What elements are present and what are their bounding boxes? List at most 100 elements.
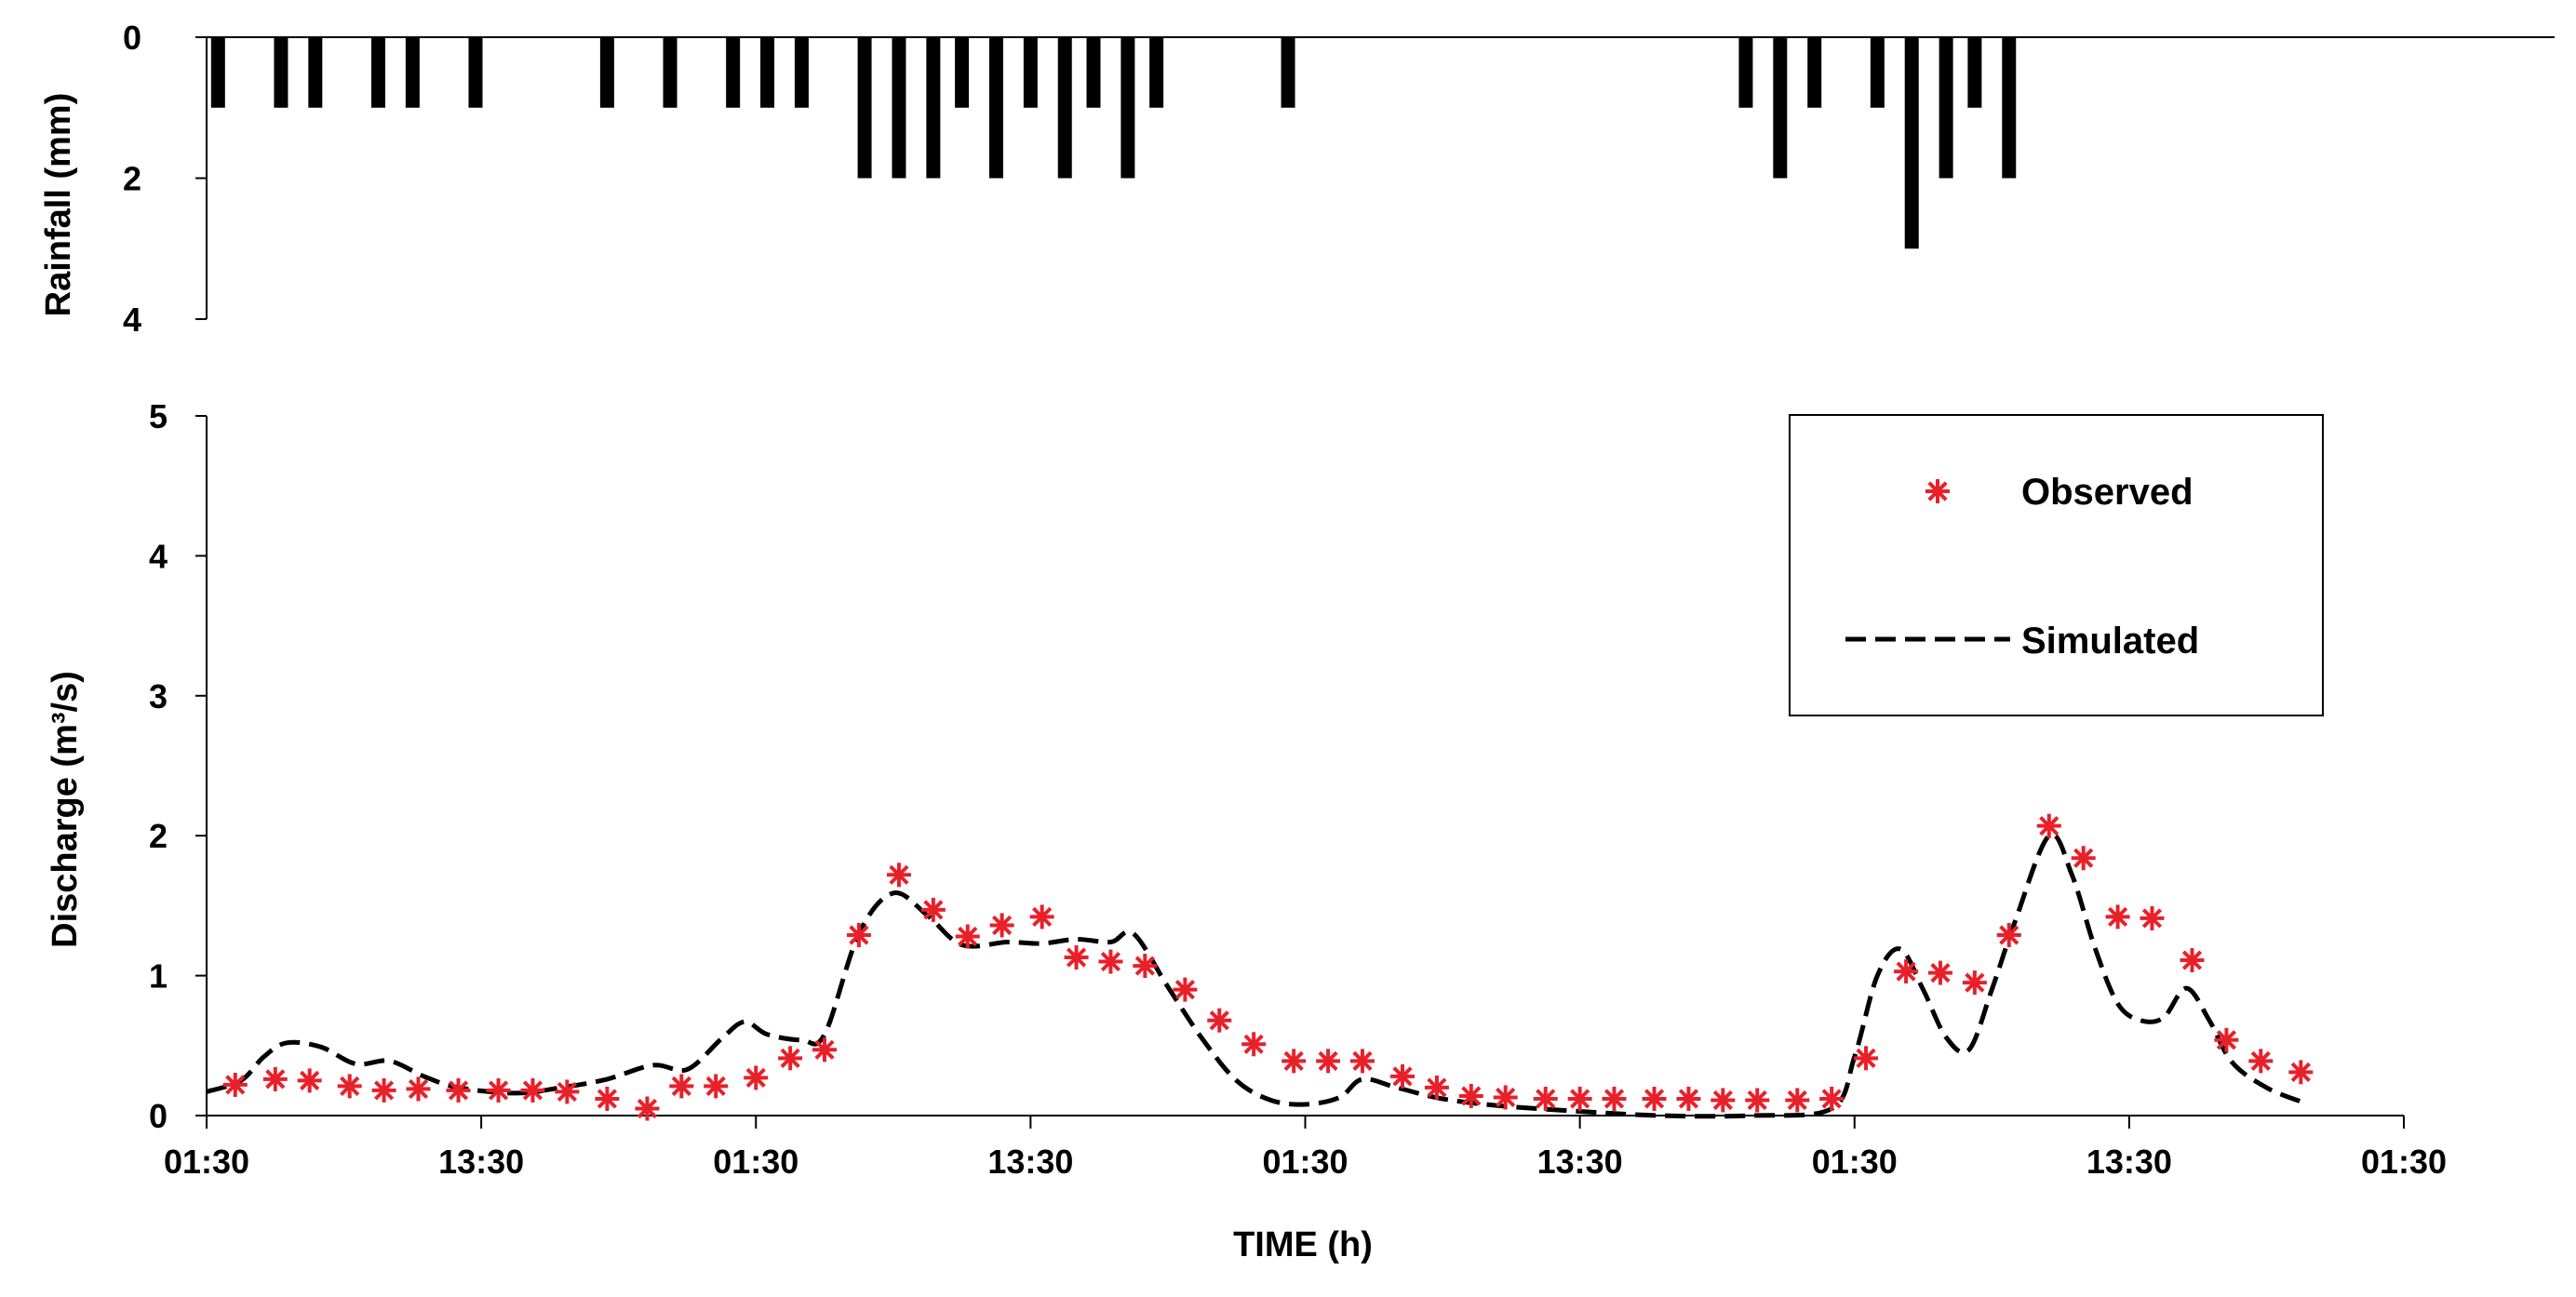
legend-box [1789,414,2324,716]
rainfall-bar [1738,37,1753,108]
observed-point [406,1076,431,1102]
x-tick-label: 13:30 [1537,1143,1623,1181]
x-tick-label: 13:30 [2086,1143,2172,1181]
observed-point [337,1074,362,1099]
observed-point [1207,1008,1232,1033]
x-tick-label: 01:30 [2361,1143,2447,1181]
rainfall-bar [988,37,1003,179]
observed-point [2288,1060,2314,1085]
observed-point [886,862,911,888]
rainfall-bar [1086,37,1101,108]
observed-point [2214,1027,2239,1052]
discharge-ytick-label: 3 [149,677,168,715]
rainfall-bar [663,37,678,108]
observed-point [1424,1075,1449,1100]
rainfall-bar [370,37,385,108]
rainfall-bar [1120,37,1135,179]
observed-point [1745,1088,1770,1113]
observed-point [2105,904,2130,929]
rainfall-bar [1870,37,1885,108]
rainfall-bar [1807,37,1822,108]
observed-point [222,1072,248,1097]
observed-point [1785,1088,1810,1113]
rainfall-bar [1773,37,1788,179]
observed-point [1642,1086,1667,1111]
rainfall-ytick-label: 4 [123,301,141,339]
observed-point [704,1074,729,1099]
observed-point [1533,1086,1558,1111]
rainfall-panel: 0 2 4 [123,19,2555,339]
discharge-ytick-label: 0 [149,1097,168,1135]
rainfall-bar [857,37,872,179]
rainfall-bar [2002,37,2017,179]
observed-point [778,1046,803,1071]
observed-point [669,1074,694,1099]
observed-point [2248,1049,2274,1074]
rainfall-bar [274,37,288,108]
observed-point [1894,959,1919,984]
observed-point [1711,1088,1736,1113]
observed-point [1390,1063,1415,1089]
legend-observed-label: Observed [2021,472,2194,513]
observed-point [486,1077,511,1103]
observed-point [635,1096,660,1121]
legend-observed-marker [1925,479,1950,503]
rainfall-bar [1281,37,1295,108]
observed-point [1962,970,1987,996]
observed-point [2180,948,2205,973]
x-tick-label: 01:30 [1812,1143,1898,1181]
x-tick-label: 01:30 [164,1143,249,1181]
observed-point [1029,904,1054,929]
rainfall-bar [926,37,941,179]
observed-point [812,1037,838,1063]
rainfall-bar [599,37,614,108]
rainfall-axis-title: Rainfall (mm) [39,93,78,317]
observed-point [1927,960,1952,985]
x-tick-label: 13:30 [987,1143,1073,1181]
observed-point [520,1077,545,1103]
rainfall-bar [794,37,809,108]
observed-point [297,1068,322,1093]
legend: Observed Simulated [1789,414,2324,716]
observed-point [989,913,1014,938]
rainfall-ytick-label: 2 [123,160,141,198]
discharge-axis-title: Discharge (m³/s) [46,671,85,948]
discharge-ytick-label: 2 [149,817,168,855]
rainfall-bar [468,37,483,108]
observed-point [1493,1085,1518,1110]
observed-point [846,922,871,947]
rainfall-bar [1057,37,1072,179]
observed-point [1064,945,1089,970]
observed-point [595,1086,620,1111]
rainfall-bar [405,37,420,108]
simulated-line [206,832,2302,1119]
observed-point [446,1077,471,1103]
observed-point [1819,1086,1845,1111]
discharge-panel: 0 1 2 3 4 5 01:30 13:30 01:30 13:30 01:30 13:30 01:3… [149,397,2447,1181]
legend-observed-asterisk [1925,479,1950,503]
rainfall-bar [1149,37,1164,108]
observed-point [555,1079,580,1104]
observed-point [2036,813,2061,838]
rainfall-bar [760,37,775,108]
rainfall-bar [1967,37,1982,108]
x-axis-title: TIME (h) [1233,1225,1373,1264]
x-tick-label: 01:30 [1262,1143,1348,1181]
observed-point [1173,977,1198,1002]
rainfall-bar [726,37,741,108]
x-tick-label: 13:30 [438,1143,524,1181]
observed-point [1133,954,1158,979]
rainfall-ytick-label: 0 [123,19,141,57]
observed-point [1316,1049,1341,1074]
discharge-ytick-label: 5 [149,397,168,435]
rainfall-bar [210,37,225,108]
observed-point [1567,1086,1592,1111]
rainfall-bar [892,37,906,179]
rainfall-bar [1023,37,1038,108]
observed-point [1996,922,2021,947]
observed-point [371,1077,396,1103]
discharge-ytick-label: 4 [149,537,168,575]
legend-simulated-label: Simulated [2021,621,2199,662]
